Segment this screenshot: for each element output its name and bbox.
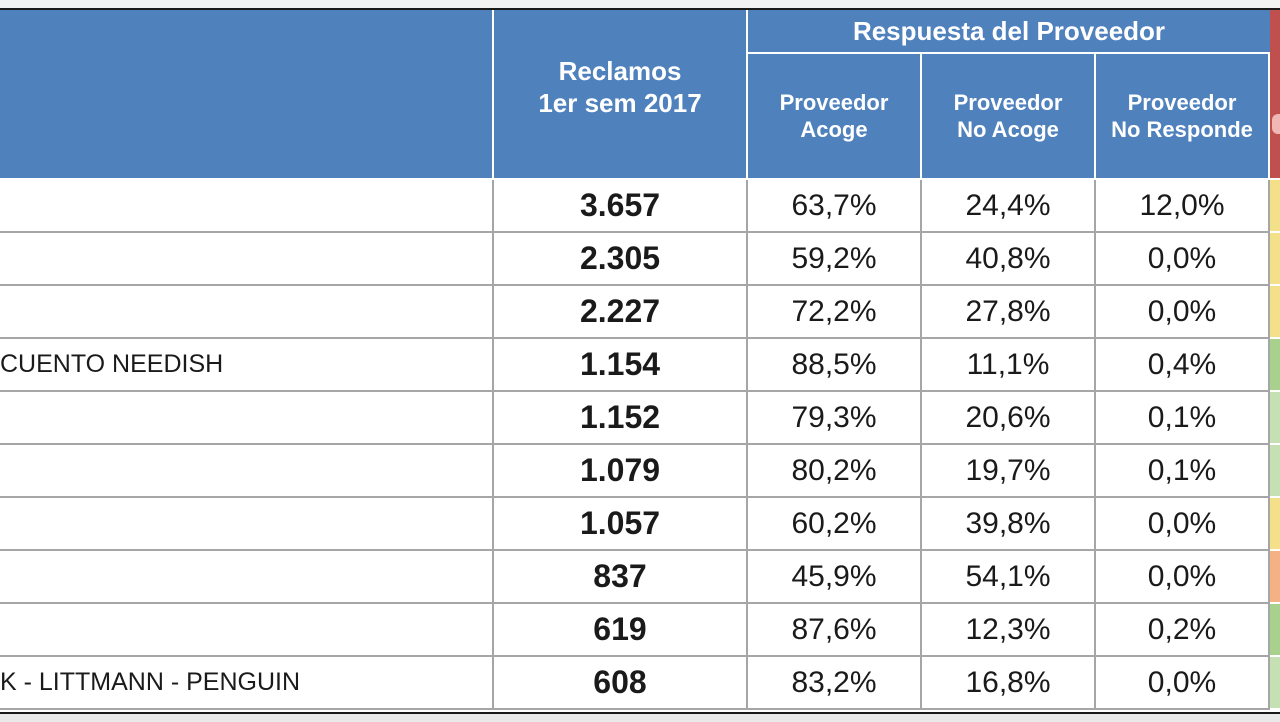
acoge-cell: 63,7%: [748, 180, 922, 231]
table-row: 2.227 72,2% 27,8% 0,0%: [0, 286, 1280, 339]
no-responde-cell: 0,0%: [1096, 657, 1270, 708]
acoge-cell: 45,9%: [748, 551, 922, 602]
reclamos-cell: 3.657: [494, 180, 748, 231]
header-acoge-line1: Proveedor: [779, 89, 889, 115]
acoge-cell: 87,6%: [748, 604, 922, 655]
no-responde-cell: 0,0%: [1096, 233, 1270, 284]
table-row: 619 87,6% 12,3% 0,2%: [0, 604, 1280, 657]
no-responde-cell: 0,4%: [1096, 339, 1270, 390]
provider-name-cell: [0, 286, 494, 337]
no-responde-cell: 0,0%: [1096, 551, 1270, 602]
status-indicator: [1270, 445, 1280, 496]
status-indicator: [1270, 604, 1280, 655]
no-acoge-cell: 54,1%: [922, 551, 1096, 602]
reclamos-cell: 1.057: [494, 498, 748, 549]
provider-name-cell: [0, 604, 494, 655]
provider-name-cell: [0, 551, 494, 602]
provider-name-cell: [0, 392, 494, 443]
status-indicator: [1270, 551, 1280, 602]
header-no-acoge-line2: No Acoge: [957, 117, 1059, 142]
acoge-cell: 72,2%: [748, 286, 922, 337]
header-acoge-line2: Acoge: [800, 117, 868, 142]
header-proveedor-no-acoge: Proveedor No Acoge: [922, 54, 1096, 178]
top-border: [0, 0, 1280, 10]
header-respuesta-group: Respuesta del Proveedor: [748, 10, 1270, 54]
acoge-cell: 88,5%: [748, 339, 922, 390]
status-indicator: [1270, 657, 1280, 708]
table-row: K - LITTMANN - PENGUIN 608 83,2% 16,8% 0,0%: [0, 657, 1280, 710]
no-responde-cell: 0,0%: [1096, 286, 1270, 337]
provider-name-cell: [0, 180, 494, 231]
status-indicator: [1270, 180, 1280, 231]
provider-name-cell: [0, 498, 494, 549]
provider-name-cell: CUENTO NEEDISH: [0, 339, 494, 390]
header-proveedor-acoge: Proveedor Acoge: [748, 54, 922, 178]
status-indicator: [1270, 392, 1280, 443]
header-no-responde-line2: No Responde: [1111, 117, 1253, 142]
table-row: 2.305 59,2% 40,8% 0,0%: [0, 233, 1280, 286]
table-row: CUENTO NEEDISH 1.154 88,5% 11,1% 0,4%: [0, 339, 1280, 392]
no-acoge-cell: 12,3%: [922, 604, 1096, 655]
status-indicator: [1270, 286, 1280, 337]
no-responde-cell: 0,1%: [1096, 392, 1270, 443]
bottom-border: [0, 712, 1280, 722]
table-row: 1.079 80,2% 19,7% 0,1%: [0, 445, 1280, 498]
header-proveedor-no-responde: Proveedor No Responde: [1096, 54, 1270, 178]
header-reclamos-line2: 1er sem 2017: [538, 88, 702, 118]
reclamos-cell: 2.305: [494, 233, 748, 284]
no-responde-cell: 12,0%: [1096, 180, 1270, 231]
header-reclamos-line1: Reclamos: [558, 55, 682, 86]
reclamos-cell: 619: [494, 604, 748, 655]
provider-name-cell: K - LITTMANN - PENGUIN: [0, 657, 494, 708]
no-acoge-cell: 11,1%: [922, 339, 1096, 390]
status-indicator: [1270, 233, 1280, 284]
no-acoge-cell: 19,7%: [922, 445, 1096, 496]
provider-name-cell: [0, 233, 494, 284]
no-responde-cell: 0,2%: [1096, 604, 1270, 655]
header-provider-name: [0, 10, 494, 178]
acoge-cell: 79,3%: [748, 392, 922, 443]
header-respuesta-label: Respuesta del Proveedor: [852, 15, 1166, 46]
reclamos-cell: 1.079: [494, 445, 748, 496]
table-row: 1.152 79,3% 20,6% 0,1%: [0, 392, 1280, 445]
provider-name-cell: [0, 445, 494, 496]
status-indicator: [1270, 339, 1280, 390]
no-acoge-cell: 24,4%: [922, 180, 1096, 231]
header-no-acoge-line1: Proveedor: [953, 89, 1063, 115]
reclamos-cell: 1.154: [494, 339, 748, 390]
header-status-strip: [1270, 10, 1280, 178]
table-row: 1.057 60,2% 39,8% 0,0%: [0, 498, 1280, 551]
reclamos-cell: 608: [494, 657, 748, 708]
reclamos-cell: 1.152: [494, 392, 748, 443]
clipped-header-glyph: [1272, 114, 1280, 134]
status-indicator: [1270, 498, 1280, 549]
acoge-cell: 60,2%: [748, 498, 922, 549]
acoge-cell: 59,2%: [748, 233, 922, 284]
header-reclamos: Reclamos 1er sem 2017: [494, 10, 748, 178]
reclamos-cell: 837: [494, 551, 748, 602]
no-responde-cell: 0,1%: [1096, 445, 1270, 496]
table-row: 837 45,9% 54,1% 0,0%: [0, 551, 1280, 604]
acoge-cell: 80,2%: [748, 445, 922, 496]
table-row: 3.657 63,7% 24,4% 12,0%: [0, 180, 1280, 233]
no-acoge-cell: 20,6%: [922, 392, 1096, 443]
no-acoge-cell: 40,8%: [922, 233, 1096, 284]
header-no-responde-line1: Proveedor: [1127, 89, 1237, 115]
no-acoge-cell: 16,8%: [922, 657, 1096, 708]
acoge-cell: 83,2%: [748, 657, 922, 708]
no-responde-cell: 0,0%: [1096, 498, 1270, 549]
no-acoge-cell: 39,8%: [922, 498, 1096, 549]
no-acoge-cell: 27,8%: [922, 286, 1096, 337]
reclamos-cell: 2.227: [494, 286, 748, 337]
